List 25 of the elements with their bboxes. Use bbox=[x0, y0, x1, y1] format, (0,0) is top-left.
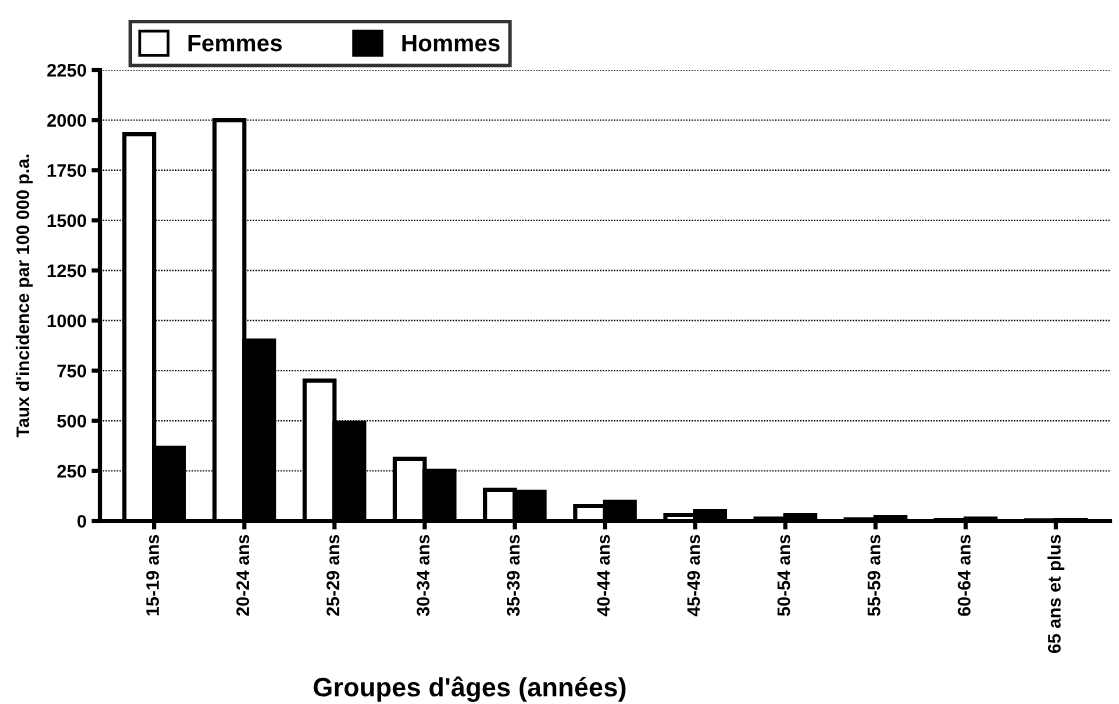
legend-label: Hommes bbox=[402, 34, 500, 52]
x-axis-title: Groupes d'âges (années) bbox=[313, 676, 626, 702]
y-tick-label: 1000 bbox=[47, 314, 87, 328]
x-tick-label: 25-29 ans bbox=[326, 534, 340, 616]
y-tick-label: 1500 bbox=[47, 214, 87, 228]
y-tick-label: 2000 bbox=[47, 114, 87, 127]
x-tick-label: 60-64 ans bbox=[957, 534, 971, 616]
x-tick-label: 30-34 ans bbox=[416, 534, 430, 617]
x-tick-label: 20-24 ans bbox=[236, 534, 250, 616]
x-tick-label: 45-49 ans bbox=[687, 534, 701, 617]
x-tick-label: 55-59 ans bbox=[867, 534, 881, 616]
y-tick-label: 250 bbox=[57, 464, 87, 478]
y-tick-label: 2250 bbox=[47, 63, 87, 77]
y-axis-title: Taux d'incidence par 100 000 p.a. bbox=[15, 154, 33, 438]
x-tick-label: 35-39 ans bbox=[506, 534, 520, 617]
x-tick-label: 50-54 ans bbox=[777, 534, 791, 616]
y-tick-label: 750 bbox=[57, 364, 87, 378]
y-tick-label: 1250 bbox=[47, 264, 87, 278]
x-tick-label: 65 ans et plus bbox=[1047, 534, 1065, 653]
y-tick-label: 500 bbox=[57, 414, 87, 428]
y-tick-label: 1750 bbox=[47, 164, 87, 177]
y-tick-label: 0 bbox=[77, 514, 87, 528]
x-tick-label: 15-19 ans bbox=[146, 534, 159, 616]
x-tick-label: 40-44 ans bbox=[597, 534, 610, 617]
legend-label: Femmes bbox=[188, 34, 282, 52]
